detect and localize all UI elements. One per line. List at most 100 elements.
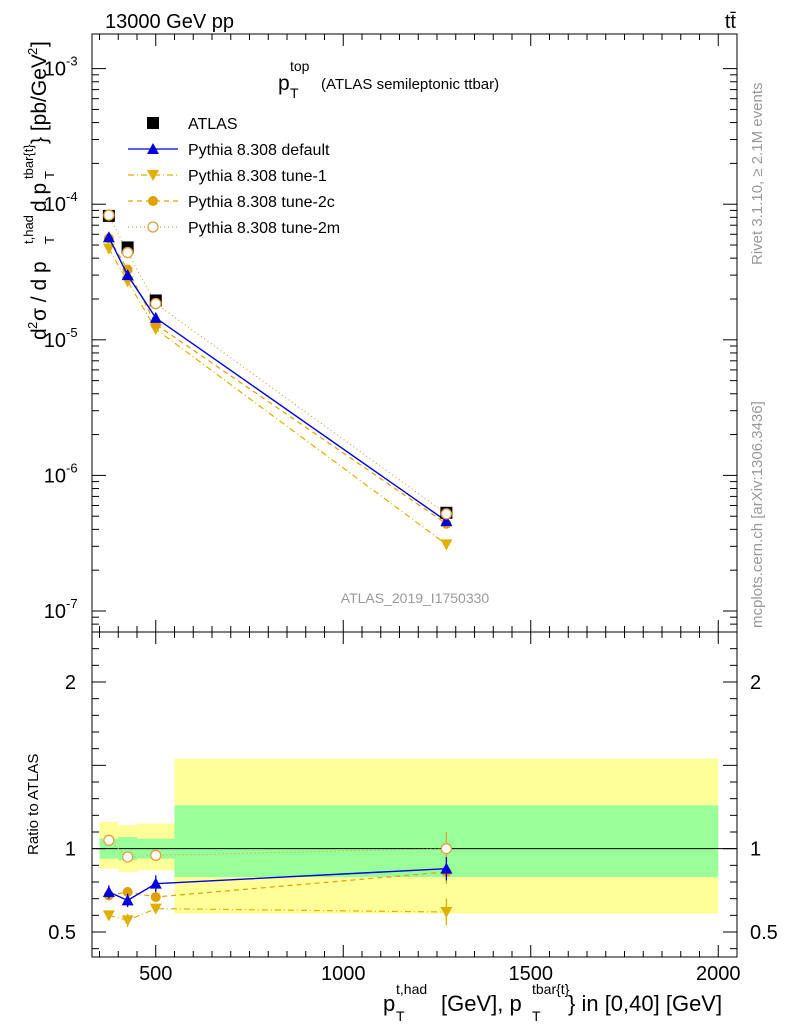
legend-entry-tune1: Pythia 8.308 tune-1 [128, 168, 327, 185]
point-default [121, 269, 134, 281]
svg-text:]: ] [28, 41, 51, 47]
ratio-y-tick-label: 1 [65, 839, 76, 861]
ratio-point-default [102, 886, 115, 897]
svg-text:d p: d p [28, 183, 51, 212]
svg-text:10: 10 [44, 59, 66, 81]
legend-label-tune1: Pythia 8.308 tune-1 [188, 168, 327, 185]
ratio-y-tick-label: 0.5 [48, 922, 76, 944]
header-right-label: tt̄ [725, 11, 737, 33]
legend-marker-data [147, 117, 159, 129]
point-tune1 [440, 539, 453, 551]
rivet-version-label: Rivet 3.1.10, ≥ 2.1M events [749, 83, 766, 266]
ratio-point-tune1 [440, 907, 453, 918]
ratio-point-tune2m [121, 851, 134, 863]
svg-text:-3: -3 [66, 54, 78, 69]
series-line-tune2m [108, 214, 447, 515]
legend-entry-default: Pythia 8.308 default [128, 142, 330, 159]
svg-text:T: T [42, 236, 57, 244]
svg-text:} in [0,40] [GeV]: } in [0,40] [GeV] [568, 991, 722, 1016]
legend-marker-tune2c [148, 196, 158, 206]
point-tune1 [102, 243, 115, 255]
ratio-line-tune1 [108, 908, 447, 921]
svg-text:t,had: t,had [396, 981, 427, 997]
ratio-y-tick-label-right: 0.5 [750, 922, 778, 944]
legend-marker-tune1 [147, 170, 159, 181]
ratio-y-tick-label-right: 1 [750, 839, 761, 861]
legend-marker-default [147, 143, 159, 154]
ratio-point-tune2m [103, 834, 115, 846]
svg-text:10: 10 [44, 194, 66, 216]
analysis-id-label: ATLAS_2019_I1750330 [341, 590, 490, 606]
ratio-line-default [108, 867, 447, 902]
ratio-line-tune2c [108, 871, 447, 898]
ratio-point-tune1 [121, 915, 134, 927]
y-tick-label: 10 -5 [44, 325, 78, 352]
svg-text:2: 2 [25, 322, 40, 329]
legend: ATLAS Pythia 8.308 default Pythia 8.308 tu… [128, 116, 340, 237]
point-default [440, 515, 453, 527]
svg-text:T: T [396, 1008, 405, 1024]
legend-label-data: ATLAS [188, 116, 238, 133]
ratio-point-default [149, 877, 162, 889]
point-tune2m-overlay [150, 297, 162, 310]
svg-text:10: 10 [44, 330, 66, 352]
point-default [149, 311, 162, 323]
svg-text:p: p [383, 991, 395, 1016]
ratio-layer [102, 832, 453, 927]
svg-text:-7: -7 [66, 596, 78, 611]
legend-label-tune2m: Pythia 8.308 tune-2m [188, 220, 340, 237]
plot-title: p top T (ATLAS semileptonic ttbar) [278, 58, 499, 101]
svg-text:-6: -6 [66, 460, 78, 475]
svg-text:-5: -5 [66, 325, 78, 340]
y-tick-label: 10 -3 [44, 54, 78, 81]
ratio-line-tune2m [108, 839, 447, 858]
legend-marker-tune2m [147, 221, 159, 233]
svg-text:T: T [290, 85, 299, 101]
svg-text:d: d [28, 328, 51, 340]
x-tick-label: 2000 [696, 963, 741, 985]
ratio-bands [92, 758, 737, 914]
series-line-tune1 [108, 248, 447, 545]
ratio-point-default [121, 894, 134, 906]
x-tick-label: 500 [139, 963, 172, 985]
ratio-point-tune2m [150, 849, 162, 861]
series-line-tune2c [108, 238, 447, 525]
header-left-label: 13000 GeV pp [105, 11, 234, 33]
x-axis-label: p t,had T [GeV], p tbar{t} T } in [0,40]… [383, 981, 722, 1024]
plot-title-text: (ATLAS semileptonic ttbar) [321, 76, 499, 93]
ratio-y-axis-label: Ratio to ATLAS [25, 754, 42, 855]
main-y-axis-label: d 2 σ / d p t,had T d p tbar{t} T } [pb/… [21, 41, 57, 340]
point-tune2m-overlay [103, 209, 115, 221]
svg-text:t,had: t,had [21, 215, 36, 244]
svg-text:} [pb/GeV: } [pb/GeV [28, 54, 51, 144]
legend-entry-data: ATLAS [147, 116, 238, 133]
ratio-point-tune1 [102, 910, 115, 922]
y-tick-label: 10 -6 [44, 460, 78, 487]
legend-entry-tune2c: Pythia 8.308 tune-2c [128, 194, 335, 211]
svg-text:-4: -4 [66, 189, 78, 204]
point-tune2m-overlay [440, 508, 453, 520]
x-tick-label: 1000 [321, 963, 366, 985]
point-default [102, 231, 115, 243]
y-tick-label: 10 -4 [44, 189, 78, 216]
point-tune2m-overlay [121, 246, 134, 259]
svg-text:top: top [290, 58, 310, 74]
x-tick-label: 1500 [509, 963, 554, 985]
ratio-panel-frame [91, 631, 738, 958]
svg-text:10: 10 [44, 601, 66, 623]
ratio-y-tick-label-right: 2 [750, 672, 761, 694]
ratio-y-tick-label: 2 [65, 672, 76, 694]
ratio-point-tune2c [150, 892, 161, 902]
svg-text:10: 10 [44, 465, 66, 487]
svg-text:tbar{t}: tbar{t} [21, 144, 36, 179]
svg-text:T: T [532, 1008, 541, 1024]
ratio-point-default [440, 862, 453, 874]
series-line-default [108, 237, 447, 522]
legend-entry-tune2m: Pythia 8.308 tune-2m [128, 220, 340, 237]
ratio-point-tune2m [440, 843, 453, 855]
ratio-point-tune1 [149, 903, 162, 915]
mcplots-label: mcplots.cern.ch [arXiv:1306.3436] [749, 401, 766, 628]
svg-text:tbar{t}: tbar{t} [532, 981, 570, 997]
